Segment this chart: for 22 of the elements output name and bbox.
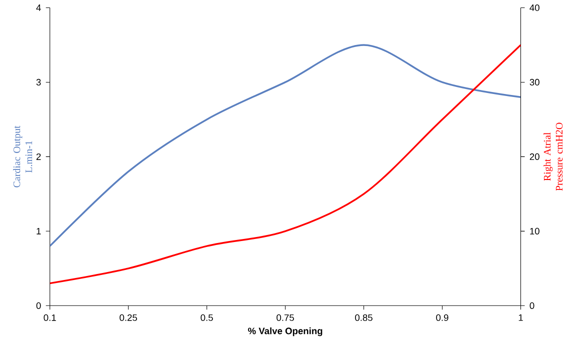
y-tick-label: 1 [36, 228, 41, 234]
y-axis-title: Cardiac Output L.min-1 [13, 126, 32, 188]
y2-tick-label: 30 [530, 78, 540, 86]
y2-tick-label: 40 [530, 4, 540, 11]
y2-tick-label: 0 [530, 302, 534, 309]
x-tick-label: 0.5 [200, 314, 213, 321]
x-tick-label: 0.75 [276, 314, 294, 321]
x-tick-label: 0.25 [120, 314, 138, 321]
line-series [50, 44, 521, 247]
y2-axis-title: Right Atrial Pressure cmH2O [544, 122, 563, 191]
y2-tick-label: 10 [530, 228, 540, 234]
x-axis-title: % Valve Opening [248, 327, 322, 336]
x-tick-label: 1 [518, 314, 523, 321]
y-tick-label: 2 [36, 153, 41, 160]
y-tick-label: 4 [36, 4, 41, 11]
y2-tick-label: 20 [530, 153, 540, 160]
y-tick-label: 3 [36, 78, 41, 86]
x-tick-label: 0.85 [355, 314, 372, 321]
x-tick-label: 0.1 [44, 314, 56, 321]
y-tick-label: 0 [36, 302, 41, 309]
line-series [50, 44, 521, 284]
x-tick-label: 0.9 [436, 314, 448, 321]
